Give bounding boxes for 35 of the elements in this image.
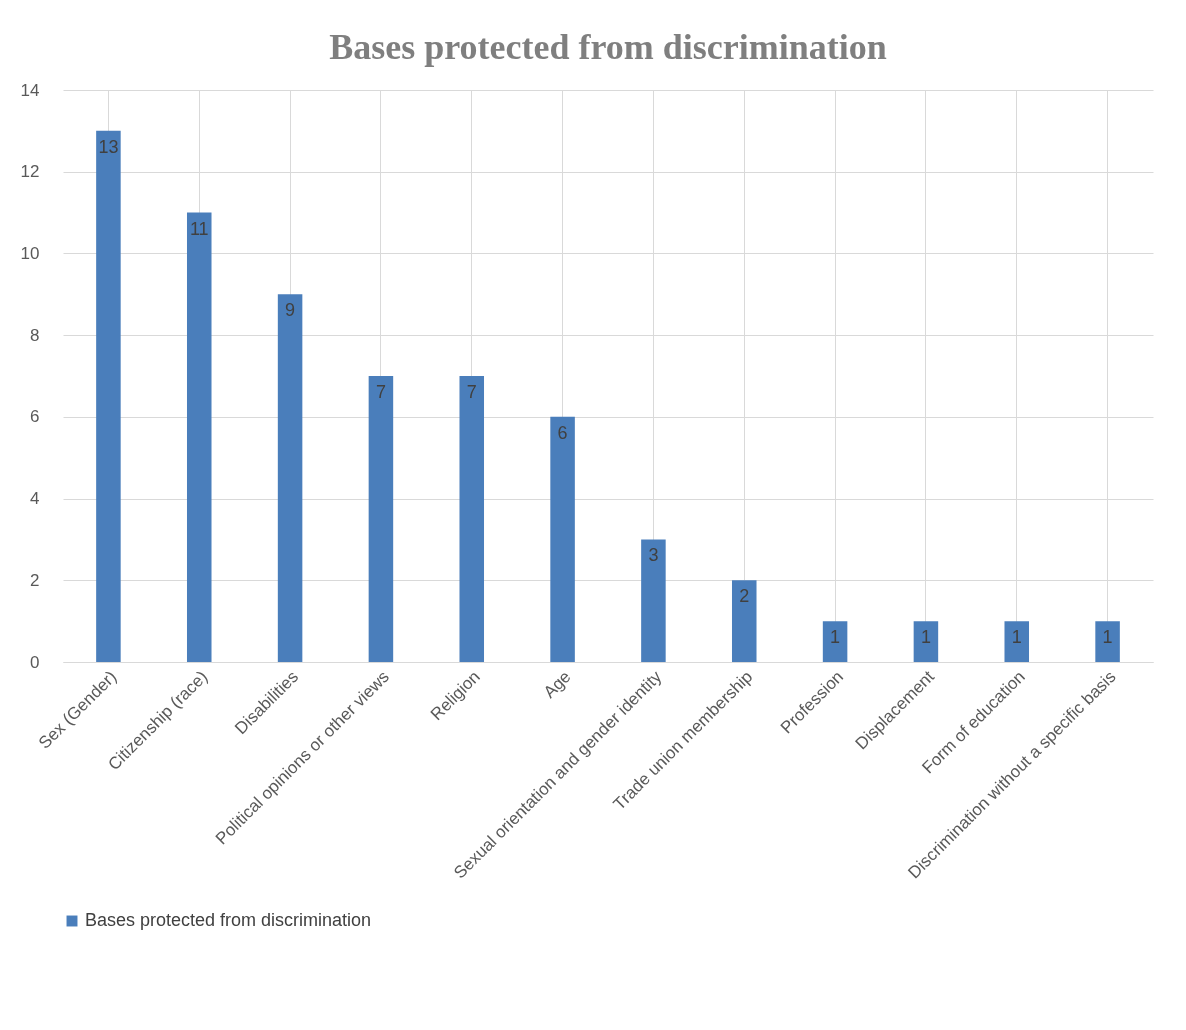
y-tick-label: 8 (30, 325, 40, 345)
data-label: 1 (920, 627, 931, 648)
y-tick-label: 0 (30, 652, 40, 672)
data-label: 2 (739, 586, 750, 607)
data-label: 3 (648, 545, 659, 566)
y-tick-label: 10 (20, 243, 40, 263)
y-tick-label: 4 (30, 489, 40, 509)
bar (277, 294, 303, 662)
data-label: 13 (98, 136, 119, 157)
y-tick-label: 2 (30, 570, 40, 590)
bar (1095, 621, 1120, 662)
y-tick-label: 6 (30, 407, 40, 427)
y-tick-label: 12 (20, 162, 40, 182)
y-tick-label: 14 (20, 80, 40, 100)
bar (96, 130, 121, 662)
chart-title: Bases protected from discrimination (329, 27, 887, 67)
bar (731, 580, 757, 662)
x-tick-label: Age (539, 667, 575, 702)
data-label: 7 (375, 382, 386, 402)
data-label: 9 (285, 300, 296, 321)
data-label: 1 (1011, 627, 1022, 648)
data-label: 6 (557, 422, 568, 443)
bar (459, 376, 485, 662)
bar (913, 621, 939, 662)
data-label: 1 (830, 627, 841, 648)
bar (186, 212, 212, 662)
data-label: 11 (189, 218, 209, 239)
data-label: 1 (1102, 627, 1113, 648)
bar (550, 416, 575, 662)
bar (368, 376, 394, 662)
bar (641, 539, 666, 662)
bar (1004, 621, 1030, 662)
data-label: 7 (466, 382, 477, 402)
legend-label: Bases protected from discrimination (85, 910, 372, 930)
bar (822, 621, 848, 662)
